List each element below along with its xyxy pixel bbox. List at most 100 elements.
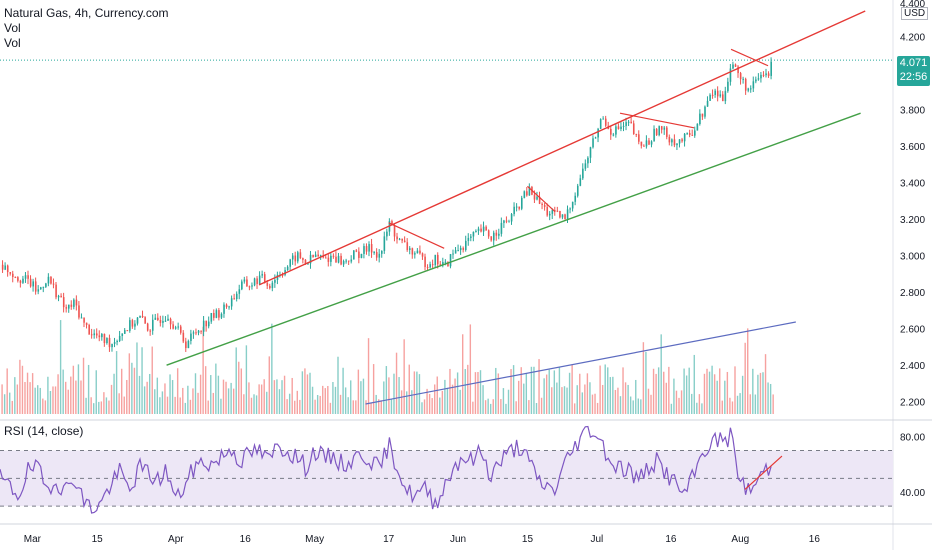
volume-bar [227,388,230,414]
volume-bar [169,374,171,414]
volume-bar [584,384,586,414]
volume-bar [87,364,90,414]
candle-body [648,140,650,145]
candle-body [513,206,515,215]
candle-body [207,321,210,327]
candle-body [363,246,365,254]
rsi-tick-label: 80.00 [900,433,925,444]
candle-body [141,315,144,318]
candle-body [666,127,668,137]
candle-body [515,206,518,208]
volume-bar [469,324,472,414]
candle-body [681,139,683,142]
volume-bar [288,393,291,414]
candle-body [149,330,152,332]
volume-bar [701,403,703,414]
volume-bar [85,397,87,414]
time-tick-label: May [305,534,324,545]
volume-bar [489,403,492,414]
candle-body [90,334,93,336]
volume-bar [245,345,248,414]
candle-body [289,259,292,267]
candle-body [447,261,449,267]
volume-bar [502,388,505,414]
candle-body [192,332,195,334]
volume-bar [113,373,115,414]
volume-bar [729,397,731,414]
time-tick-label: Aug [731,534,749,545]
volume-bar [772,394,774,414]
volume-bar [324,388,326,414]
candle-body [757,78,760,80]
volume-bar [120,368,123,414]
chart-legend: Natural Gas, 4h, Currency.com Vol Vol [4,6,169,51]
volume-bar [151,346,153,414]
volume-bar [675,390,678,414]
candle-body [556,210,559,212]
candle-body [663,127,666,130]
candle-body [472,232,475,237]
candle-body [32,281,34,287]
volume-bar [629,396,632,414]
candle-body [368,244,370,252]
candle-body [510,214,513,222]
volume-bar [612,376,614,414]
volume-trendline [365,321,796,405]
candle-body [335,256,337,263]
volume-bar [355,400,357,414]
volume-bar [143,386,146,414]
volume-bar [131,362,133,414]
volume-bar [436,376,438,414]
volume-bar [462,334,464,414]
candle-body [4,265,6,270]
candle-body [498,233,500,236]
candle-body [202,320,205,332]
volume-bar [678,397,680,414]
candle-body [101,334,103,338]
candle-body [337,255,340,263]
candle-body [439,264,442,266]
volume-bar [398,377,400,414]
volume-bar [148,373,151,414]
trendline-pullback-2 [527,185,556,213]
candle-body [230,298,233,307]
candle-body [27,275,29,279]
candle-body [431,264,434,266]
candle-body [93,333,96,336]
volume-bar [711,365,713,414]
candle-body [83,317,85,323]
volume-bar [731,401,734,414]
volume-bar [589,382,591,414]
candle-body [266,282,269,286]
candle-body [701,113,704,117]
price-tick-label: 3.600 [900,142,925,153]
candle-body [630,121,633,124]
volume-bar [291,377,293,414]
volume-bar [403,339,405,414]
volume-bar [393,373,395,414]
volume-bar [9,392,11,414]
volume-bar [500,399,502,414]
volume-bar [673,378,675,414]
candle-body [225,304,228,308]
volume-bar [696,402,698,414]
volume-bar [545,374,548,414]
candle-body [134,323,136,327]
volume-bar [492,399,494,414]
candle-body [223,304,225,314]
volume-bar [339,394,342,414]
currency-unit-badge[interactable]: USD [901,7,929,20]
volume-bar [342,367,344,414]
volume-bar [44,400,47,414]
candle-body [505,220,508,222]
candle-body [574,195,577,202]
candle-body [213,312,215,318]
candle-body [732,64,734,69]
volume-bar [617,387,619,414]
volume-bar [319,395,321,414]
volume-bar [360,381,362,414]
volume-bar [253,394,255,414]
candle-body [627,121,630,123]
price-tick-label: 3.200 [900,215,925,226]
